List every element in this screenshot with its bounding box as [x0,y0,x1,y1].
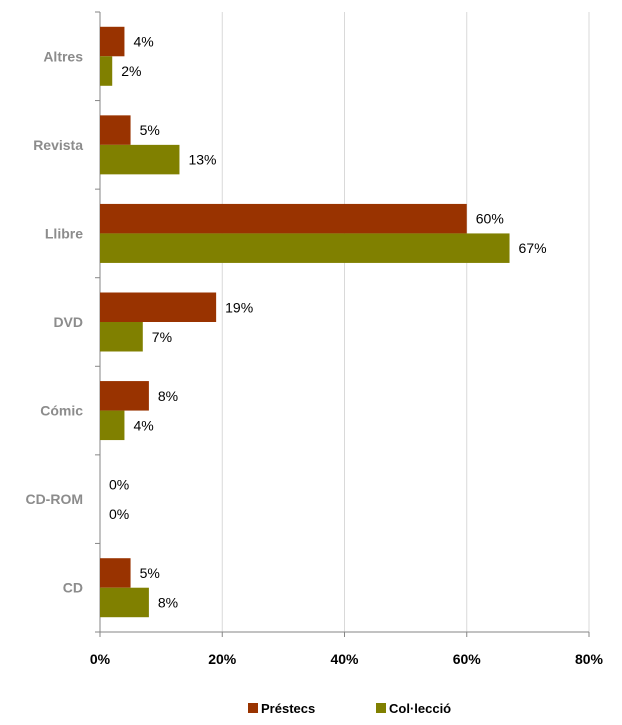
data-label: 7% [152,329,172,345]
category-label: DVD [53,314,83,330]
category-label: CD [63,580,83,596]
x-tick-label: 0% [90,651,111,667]
bar-prestecs [100,381,149,411]
legend-swatch [248,703,258,713]
x-tick-label: 80% [575,651,604,667]
bar-prestecs [100,292,217,322]
legend-label: Préstecs [261,701,315,716]
bar-colleccio [100,233,510,263]
legend-swatch [376,703,386,713]
data-label: 0% [109,506,129,522]
x-tick-label: 60% [453,651,482,667]
bar-colleccio [100,322,143,352]
bar-colleccio [100,587,149,618]
data-label: 67% [519,240,547,256]
bar-prestecs [100,558,131,588]
legend-label: Col·lecció [389,701,451,716]
x-tick-label: 20% [208,651,237,667]
data-label: 0% [109,476,129,492]
bar-colleccio [100,56,113,86]
bar-colleccio [100,144,180,175]
bar-colleccio [100,410,125,441]
data-label: 4% [133,417,153,433]
category-label: Cómic [40,403,83,419]
bar-prestecs [100,115,131,145]
data-label: 8% [158,594,178,610]
category-label: Altres [43,48,83,64]
category-label: CD-ROM [25,491,83,507]
category-label: Llibre [45,225,83,241]
data-label: 13% [188,152,216,168]
bar-prestecs [100,203,467,234]
x-tick-label: 40% [330,651,359,667]
data-label: 5% [140,122,160,138]
bar-prestecs [100,26,125,57]
data-label: 2% [121,63,141,79]
data-label: 60% [476,211,504,227]
data-label: 4% [133,34,153,50]
data-label: 5% [140,565,160,581]
category-label: Revista [33,137,83,153]
data-label: 19% [225,299,253,315]
data-label: 8% [158,388,178,404]
